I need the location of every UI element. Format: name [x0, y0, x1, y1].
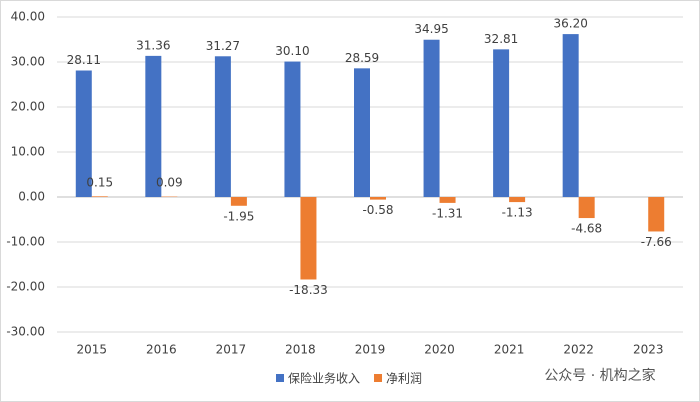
- x-tick-label: 2023: [633, 343, 664, 357]
- bar: [300, 197, 317, 280]
- bar: [562, 34, 579, 197]
- y-tick-label: 30.00: [11, 55, 45, 69]
- data-label: 31.36: [136, 38, 170, 52]
- data-label: 34.95: [414, 22, 448, 36]
- bar: [648, 197, 665, 232]
- data-label: -0.58: [362, 203, 393, 217]
- data-label: 32.81: [484, 32, 518, 46]
- watermark: 公众号 · 机构之家: [544, 367, 655, 384]
- x-tick-label: 2019: [355, 343, 386, 357]
- y-tick-label: 0.00: [18, 190, 45, 204]
- y-tick-label: 20.00: [11, 100, 45, 114]
- x-tick-label: 2022: [563, 343, 594, 357]
- bar: [145, 55, 162, 197]
- x-tick-label: 2016: [146, 343, 177, 357]
- data-label: -18.33: [289, 283, 328, 297]
- data-label: -1.13: [502, 206, 533, 220]
- data-label: -7.66: [641, 235, 672, 249]
- x-tick-label: 2015: [77, 343, 108, 357]
- bar: [578, 197, 595, 219]
- bar: [284, 61, 301, 197]
- bar: [354, 68, 370, 197]
- legend-swatch: [276, 374, 284, 382]
- bar: [91, 196, 108, 197]
- y-tick-label: 10.00: [11, 145, 45, 159]
- y-tick-label: -10.00: [6, 235, 45, 249]
- data-label: 31.27: [206, 39, 240, 53]
- bar: [439, 197, 456, 203]
- legend-label: 净利润: [386, 372, 422, 386]
- data-label: 28.59: [345, 51, 379, 65]
- bar: [493, 49, 510, 198]
- bar: [214, 56, 231, 197]
- x-tick-label: 2018: [285, 343, 316, 357]
- data-label: 36.20: [553, 17, 587, 31]
- data-label: -1.31: [432, 206, 463, 220]
- legend-swatch: [374, 374, 383, 382]
- x-tick-label: 2021: [494, 343, 525, 357]
- y-tick-label: -30.00: [6, 325, 45, 339]
- data-label: 30.10: [275, 44, 309, 58]
- bar: [509, 197, 526, 203]
- bar: [370, 197, 386, 200]
- bar: [230, 197, 247, 206]
- y-tick-label: -20.00: [6, 280, 45, 294]
- bar: [423, 39, 440, 197]
- y-tick-label: 40.00: [11, 10, 45, 24]
- x-tick-label: 2020: [424, 343, 455, 357]
- x-tick-label: 2017: [216, 343, 247, 357]
- data-label: 28.11: [67, 53, 101, 67]
- data-label: -4.68: [571, 222, 602, 236]
- data-label: 0.15: [86, 176, 113, 190]
- bar: [75, 70, 92, 197]
- data-label: 0.09: [156, 176, 183, 190]
- data-label: -1.95: [223, 209, 254, 223]
- legend-label: 保险业务收入: [288, 371, 360, 386]
